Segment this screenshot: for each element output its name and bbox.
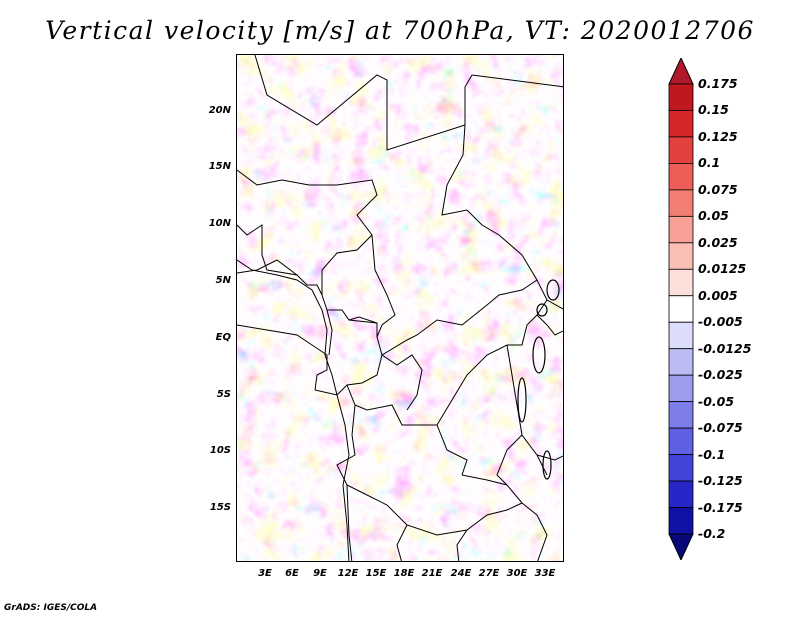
- lat-label-20n: 20N: [208, 105, 231, 116]
- colorbar-label: -0.175: [698, 499, 743, 515]
- colorbar-label: -0.1: [698, 446, 726, 462]
- colorbar-cell: [668, 401, 694, 429]
- strong-uplift-cells: [337, 395, 497, 535]
- strong-uplift-cells-west: [237, 320, 357, 410]
- colorbar-cells: [668, 83, 694, 535]
- colorbar-cell: [668, 110, 694, 138]
- colorbar-cell: [668, 215, 694, 244]
- lat-label-10s: 10S: [209, 445, 231, 456]
- lon-label-18e: 18E: [393, 568, 415, 579]
- country-borders: [237, 55, 563, 561]
- colorbar-label: 0.075: [698, 181, 738, 197]
- lon-label-9e: 9E: [313, 568, 327, 579]
- lat-label-5n: 5N: [215, 275, 231, 286]
- map-panel: [236, 54, 564, 562]
- lat-label-15n: 15N: [208, 161, 231, 172]
- colorbar-label: 0.1: [698, 155, 721, 171]
- colorbar-cell: [668, 136, 694, 164]
- colorbar-cell: [668, 242, 694, 270]
- lon-label-15e: 15E: [365, 568, 387, 579]
- colorbar-arrow-bottom: [668, 533, 694, 560]
- colorbar-cell: [668, 507, 694, 535]
- lon-label-30e: 30E: [506, 568, 528, 579]
- colorbar-cell: [668, 163, 694, 191]
- colorbar-label: 0.05: [698, 208, 729, 224]
- colorbar-cell: [668, 454, 694, 482]
- lon-label-33e: 33E: [534, 568, 556, 579]
- colorbar-label: -0.005: [698, 314, 743, 330]
- map-title: Vertical velocity [m/s] at 700hPa, VT: 2…: [45, 16, 755, 45]
- colorbar-label: -0.0125: [698, 340, 752, 356]
- colorbar-cell: [668, 83, 694, 111]
- colorbar-label: -0.2: [698, 526, 726, 541]
- colorbar-cell: [668, 348, 694, 376]
- lon-label-12e: 12E: [337, 568, 359, 579]
- lon-label-24e: 24E: [450, 568, 472, 579]
- colorbar-label: 0.025: [698, 234, 738, 250]
- colorbar-cell: [668, 427, 694, 455]
- colorbar-label: -0.075: [698, 420, 743, 436]
- lon-label-6e: 6E: [285, 568, 299, 579]
- colorbar-label: 0.005: [698, 287, 738, 303]
- lon-label-27e: 27E: [478, 568, 500, 579]
- lakes: [517, 279, 560, 480]
- lat-label-5s: 5S: [216, 389, 231, 400]
- grads-credit: GrADS: IGES/COLA: [4, 603, 98, 613]
- lat-label-10n: 10N: [208, 218, 231, 229]
- colorbar-label: 0.15: [698, 102, 729, 118]
- lat-label-eq: EQ: [215, 332, 231, 343]
- colorbar-cell: [668, 295, 694, 323]
- colorbar-cell: [668, 321, 694, 350]
- colorbar-arrow-top: [668, 58, 694, 85]
- coastline: [237, 259, 350, 561]
- lat-label-15s: 15S: [209, 502, 231, 513]
- colorbar-label: -0.125: [698, 473, 743, 489]
- colorbar-label: 0.175: [698, 76, 738, 91]
- colorbar-label: -0.05: [698, 393, 735, 409]
- map-canvas: [237, 55, 563, 561]
- colorbar-label: 0.0125: [698, 261, 747, 277]
- colorbar-cell: [668, 480, 694, 508]
- colorbar-cell: [668, 374, 694, 403]
- colorbar-cell: [668, 189, 694, 217]
- lon-label-3e: 3E: [258, 568, 272, 579]
- colorbar: [668, 58, 694, 560]
- lon-label-21e: 21E: [421, 568, 443, 579]
- strong-uplift-cells-east: [507, 305, 563, 425]
- colorbar-label: -0.025: [698, 367, 743, 383]
- colorbar-label: 0.125: [698, 128, 738, 144]
- colorbar-cell: [668, 268, 694, 297]
